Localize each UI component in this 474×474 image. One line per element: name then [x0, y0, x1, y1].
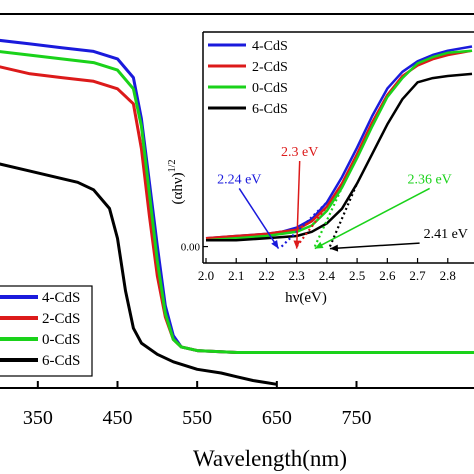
- main-x-tick-label: 550: [182, 407, 212, 429]
- inset-x-tick-label: 2.4: [319, 268, 336, 283]
- inset-x-tick-label: 2.3: [289, 268, 305, 283]
- main-legend-label: 2-CdS: [42, 311, 80, 327]
- inset-annotation-label: 2.3 eV: [281, 145, 318, 160]
- inset-x-axis-label: hν(eV): [285, 290, 327, 306]
- inset-x-tick-label: 2.2: [258, 268, 274, 283]
- inset-annotation-label: 2.41 eV: [424, 227, 468, 242]
- inset-x-tick-label: 2.1: [228, 268, 244, 283]
- inset-extrapolation-line: [280, 201, 328, 248]
- inset-background: [203, 32, 474, 263]
- main-series-group: [0, 38, 474, 386]
- inset-x-tick-label: 2.7: [409, 268, 426, 283]
- main-x-tick-label: 450: [103, 407, 133, 429]
- inset-annotation-arrow: [314, 187, 430, 250]
- inset-x-tick-label: 2.6: [379, 268, 396, 283]
- inset-y-axis-label-superscript: 1/2: [167, 160, 178, 173]
- inset-series-line-6-cds: [206, 72, 473, 242]
- inset-annotation-label: 2.24 eV: [217, 172, 261, 187]
- inset-annotation-arrow: [329, 242, 420, 250]
- main-x-axis-label: Wavelength(nm): [193, 446, 347, 471]
- inset-y-axis-label-group: (αhν)1/2: [167, 160, 186, 205]
- inset-legend-label: 6-CdS: [252, 102, 288, 117]
- inset-extrapolation-line: [313, 187, 343, 248]
- inset-series-group: [205, 45, 473, 242]
- main-legend-label: 6-CdS: [42, 353, 80, 369]
- main-legend-label: 0-CdS: [42, 332, 80, 348]
- inset-legend-label: 4-CdS: [252, 39, 288, 54]
- inset-y-tick-label: 0.00: [181, 242, 201, 254]
- inset-y-axis-label-main: (αhν): [170, 172, 186, 204]
- inset-annotation-label: 2.36 eV: [407, 172, 451, 187]
- inset-extrapolation-line: [328, 182, 359, 248]
- main-series-line-0-cds: [0, 50, 474, 354]
- inset-y-ticks: 0.00: [181, 242, 208, 254]
- inset-y-axis-label: (αhν)1/2: [167, 160, 186, 205]
- inset-plot: 2.24 eV 2.3 eV 2.36 eV 2.41 eV 2.0 2.1 2.2 2.3…: [167, 31, 474, 306]
- inset-annotation-arrow: [295, 161, 301, 249]
- inset-series-line-0-cds: [205, 49, 473, 242]
- main-plot: 350 450 550 650 750 Wavelength(nm) 4-CdS 2-Cd…: [0, 13, 474, 471]
- inset-annotation-arrowhead: [314, 241, 324, 249]
- main-legend: 4-CdS 2-CdS 0-CdS 6-CdS: [0, 285, 93, 377]
- main-x-tick-label: 650: [262, 407, 292, 429]
- inset-x-tick-label: 2.5: [349, 268, 365, 283]
- inset-extrapolation-group: [280, 182, 359, 248]
- inset-annotation-arrowhead: [293, 240, 301, 249]
- inset-annotation-arrow: [238, 187, 280, 249]
- inset-legend-label: 2-CdS: [252, 60, 288, 75]
- main-legend-label: 4-CdS: [42, 290, 80, 306]
- inset-legend-label: 0-CdS: [252, 81, 288, 96]
- inset-legend: 4-CdS 2-CdS 0-CdS 6-CdS: [208, 39, 288, 117]
- main-x-tick-label: 750: [342, 407, 372, 429]
- main-series-line-6-cds: [0, 162, 278, 386]
- inset-annotation-arrowhead: [271, 239, 279, 249]
- inset-series-line-2-cds: [205, 49, 473, 240]
- inset-x-tick-label: 2.0: [198, 268, 214, 283]
- inset-annotation-group: 2.24 eV 2.3 eV 2.36 eV 2.41 eV: [217, 145, 468, 252]
- inset-x-ticks: 2.0 2.1 2.2 2.3 2.4 2.5 2.6 2.7 2.8: [198, 258, 456, 283]
- main-x-tick-label: 350: [23, 407, 53, 429]
- main-x-ticks: 350 450 550 650 750: [23, 381, 372, 429]
- inset-x-tick-label: 2.8: [440, 268, 456, 283]
- inset-extrapolation-line: [295, 205, 328, 248]
- inset-annotation-arrowhead: [329, 244, 339, 252]
